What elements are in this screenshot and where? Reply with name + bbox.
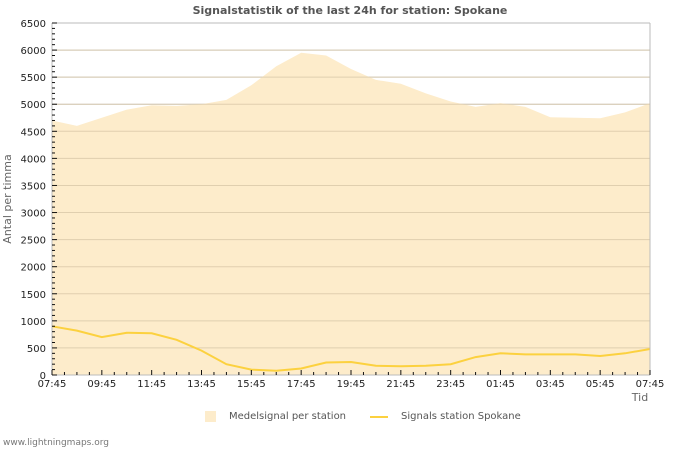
svg-text:6000: 6000 <box>21 46 46 57</box>
chart-plot: 0 500 1000 1500 2000 2500 3000 3500 4000 4500 5000… <box>1 19 665 404</box>
svg-text:500: 500 <box>27 344 46 355</box>
y-axis-title: Antal per timma <box>1 154 14 243</box>
legend-label-station: Signals station Spokane <box>401 411 521 422</box>
area-swatch-icon <box>205 411 216 422</box>
x-axis-title: Tid <box>631 391 648 404</box>
svg-text:5500: 5500 <box>21 73 46 84</box>
mean-signal-area <box>52 52 650 376</box>
svg-text:3000: 3000 <box>21 209 46 220</box>
svg-text:03:45: 03:45 <box>536 379 565 390</box>
svg-text:11:45: 11:45 <box>137 379 166 390</box>
chart-title: Signalstatistik of the last 24h for stat… <box>192 4 508 17</box>
y-axis-ticks: 0 500 1000 1500 2000 2500 3000 3500 4000 4500 5000… <box>21 19 57 382</box>
svg-text:01:45: 01:45 <box>486 379 515 390</box>
svg-text:07:45: 07:45 <box>636 379 665 390</box>
legend-label-mean: Medelsignal per station <box>229 411 347 422</box>
svg-text:09:45: 09:45 <box>87 379 116 390</box>
svg-text:21:45: 21:45 <box>386 379 415 390</box>
svg-text:1000: 1000 <box>21 317 46 328</box>
legend: Medelsignal per station Signals station … <box>205 411 545 422</box>
svg-text:3500: 3500 <box>21 181 46 192</box>
svg-text:4000: 4000 <box>21 154 46 165</box>
svg-text:1500: 1500 <box>21 290 46 301</box>
svg-text:07:45: 07:45 <box>38 379 67 390</box>
svg-text:19:45: 19:45 <box>337 379 366 390</box>
svg-text:23:45: 23:45 <box>436 379 465 390</box>
svg-text:17:45: 17:45 <box>287 379 316 390</box>
svg-text:2000: 2000 <box>21 263 46 274</box>
svg-text:05:45: 05:45 <box>586 379 615 390</box>
svg-text:0: 0 <box>40 371 46 382</box>
legend-item-station[interactable]: Signals station Spokane <box>370 411 521 422</box>
svg-text:6500: 6500 <box>21 19 46 30</box>
line-swatch-icon <box>370 415 389 418</box>
station-signal-line <box>51 325 651 372</box>
legend-item-mean[interactable]: Medelsignal per station <box>205 411 346 422</box>
svg-text:13:45: 13:45 <box>187 379 216 390</box>
grid-lines-over-area <box>52 22 650 349</box>
svg-text:2500: 2500 <box>21 236 46 247</box>
svg-text:15:45: 15:45 <box>237 379 266 390</box>
footer-credit: www.lightningmaps.org <box>3 438 109 448</box>
svg-text:4500: 4500 <box>21 127 46 138</box>
x-axis-ticks: 07:45 09:45 11:45 13:45 15:45 17:45 19:45 21:45… <box>38 370 665 390</box>
svg-text:5000: 5000 <box>21 100 46 111</box>
